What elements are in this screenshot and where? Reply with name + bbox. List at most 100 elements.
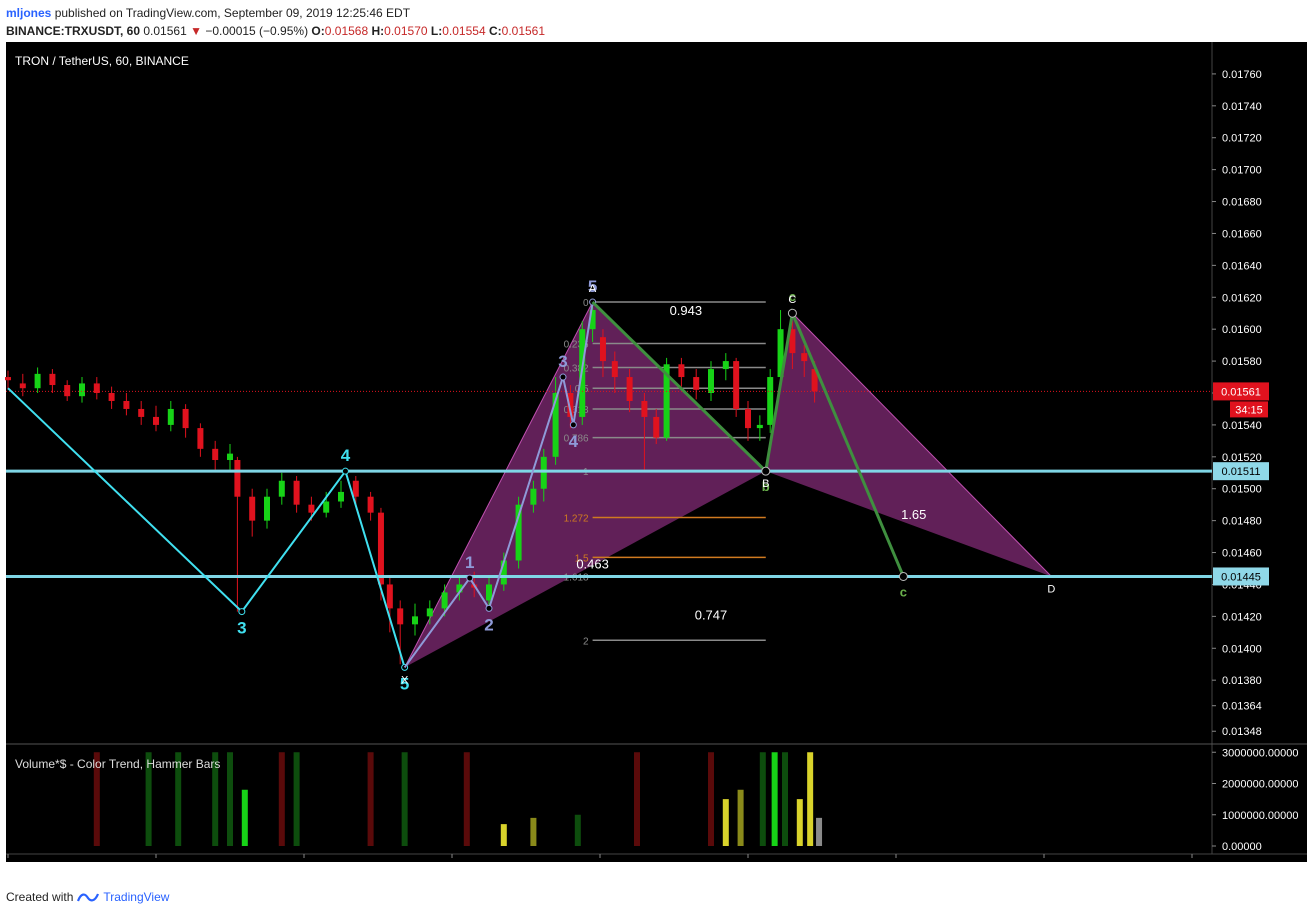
- harmonic-ratio-label: 1.65: [901, 507, 926, 522]
- candle-body: [197, 428, 204, 449]
- wave-two-point: [466, 574, 474, 582]
- candle-body: [338, 491, 344, 502]
- low-value: 0.01554: [442, 24, 486, 38]
- wave-two-label: 1: [465, 553, 474, 572]
- down-arrow-icon: ▼: [190, 24, 202, 38]
- wave-one-label: 3: [237, 619, 246, 638]
- candle-body: [377, 512, 384, 585]
- fib-level-label: 0: [583, 298, 589, 309]
- abc-point: [898, 571, 908, 581]
- footer: Created with TradingView: [6, 890, 169, 904]
- chart-header: mljones published on TradingView.com, Se…: [6, 4, 545, 40]
- candle-body: [693, 377, 700, 390]
- candle-body: [733, 361, 740, 409]
- wave-two: [403, 301, 594, 669]
- level-one-tag-bg: [1213, 462, 1269, 481]
- candle-body: [767, 377, 774, 425]
- fib-level-label: 1.272: [564, 513, 589, 524]
- wave-one-point: [341, 467, 349, 475]
- close-value: 0.01561: [501, 24, 546, 38]
- harmonic-ratio-label: 0.747: [695, 608, 728, 623]
- candle-body: [212, 448, 219, 461]
- volume-bar: [574, 814, 581, 846]
- price-tick-label: 0.01680: [1222, 197, 1262, 209]
- abc-point: [787, 308, 797, 318]
- candle-body: [352, 480, 359, 497]
- axes: 0.01760 0.01740 0.01720 0.01700 0.01680 0.016…: [7, 69, 1298, 858]
- price-tick-label: 0.01348: [1222, 726, 1262, 738]
- price-tick-label: 0.01400: [1222, 643, 1262, 655]
- fib-level-label: 2: [583, 636, 589, 647]
- candle-body: [811, 369, 818, 392]
- candle-body: [456, 584, 463, 593]
- price-tick-label: 0.01720: [1222, 133, 1262, 145]
- drawing-lines: [6, 298, 1212, 671]
- candle-body: [611, 361, 618, 378]
- abc-point: [761, 466, 771, 476]
- low-label: L:: [430, 24, 443, 38]
- candle-body: [663, 364, 670, 438]
- wave-two-point: [485, 604, 493, 612]
- candle-body: [708, 369, 714, 393]
- harmonic-point-label: A: [589, 283, 597, 295]
- wave-one: [7, 387, 406, 668]
- candle-body: [19, 383, 26, 389]
- wave-two-point: [559, 373, 567, 381]
- price-tick-label: 0.01580: [1222, 356, 1262, 368]
- volume-bar: [463, 752, 470, 846]
- price-tick-label: 0.01380: [1222, 675, 1262, 687]
- harmonic-point-label: D: [1047, 583, 1055, 595]
- volume-bar: [401, 752, 408, 846]
- candle-body: [722, 361, 729, 370]
- candle-body: [801, 353, 808, 362]
- open-value: 0.01568: [324, 24, 369, 38]
- level-two-tag: 0.01445: [1221, 571, 1261, 583]
- price-tick-label: 0.01364: [1222, 701, 1262, 713]
- volume-tick-label: 1000000.00000: [1222, 810, 1298, 822]
- countdown-tag-bg: [1230, 401, 1268, 418]
- chart-title: TRON / TetherUS, 60, BINANCE: [15, 54, 189, 68]
- volume-bar: [175, 752, 182, 846]
- price-tick-label: 0.01480: [1222, 516, 1262, 528]
- candle-body: [540, 456, 547, 489]
- countdown-tag: 34:15: [1235, 404, 1263, 416]
- level-one-tag: 0.01511: [1222, 466, 1261, 478]
- last-price-tag: 0.01561: [1221, 386, 1261, 398]
- candle-body: [599, 337, 606, 362]
- candle-body: [108, 393, 115, 401]
- candle-body: [641, 400, 648, 417]
- tradingview-brand[interactable]: TradingView: [103, 890, 170, 904]
- volume-bar: [737, 789, 744, 846]
- wave-two-label: 3: [558, 352, 567, 371]
- candle-body: [515, 504, 522, 561]
- harmonic-ratio-label: 0.943: [670, 303, 703, 318]
- candle-body: [589, 310, 596, 330]
- candle-body: [64, 385, 71, 397]
- candle-body: [678, 364, 685, 378]
- candle-body: [386, 584, 393, 609]
- candle-body: [323, 501, 330, 513]
- candle-body: [227, 453, 233, 461]
- volume-bar: [722, 799, 729, 846]
- volume-bar: [530, 817, 537, 846]
- volume-bar: [796, 799, 803, 846]
- wave-two-point: [569, 421, 577, 429]
- abc-label: c: [789, 289, 796, 304]
- level-two-tag-bg: [1213, 567, 1269, 586]
- abc-label: c: [900, 584, 907, 599]
- volume-bar: [367, 752, 374, 846]
- price-tick-label: 0.01660: [1222, 228, 1262, 240]
- high-label: H:: [371, 24, 385, 38]
- harmonic-bcd-triangle: [765, 313, 1052, 577]
- price-tick-label: 0.01640: [1222, 260, 1262, 272]
- candle-body: [249, 496, 256, 521]
- price-tick-label: 0.01420: [1222, 611, 1262, 623]
- wave-two-label: 5: [588, 277, 597, 296]
- author-link[interactable]: mljones: [6, 6, 52, 20]
- candle-body: [745, 408, 751, 429]
- price-tick-label: 0.01740: [1222, 101, 1262, 113]
- wave-two-label: 4: [569, 432, 579, 451]
- abc-label: b: [762, 479, 770, 494]
- symbol-label: BINANCE:TRXUSDT, 60: [6, 24, 141, 38]
- chart-canvas[interactable]: 00.2360.3820.50.6180.78611.2721.51.6182 …: [0, 42, 1313, 862]
